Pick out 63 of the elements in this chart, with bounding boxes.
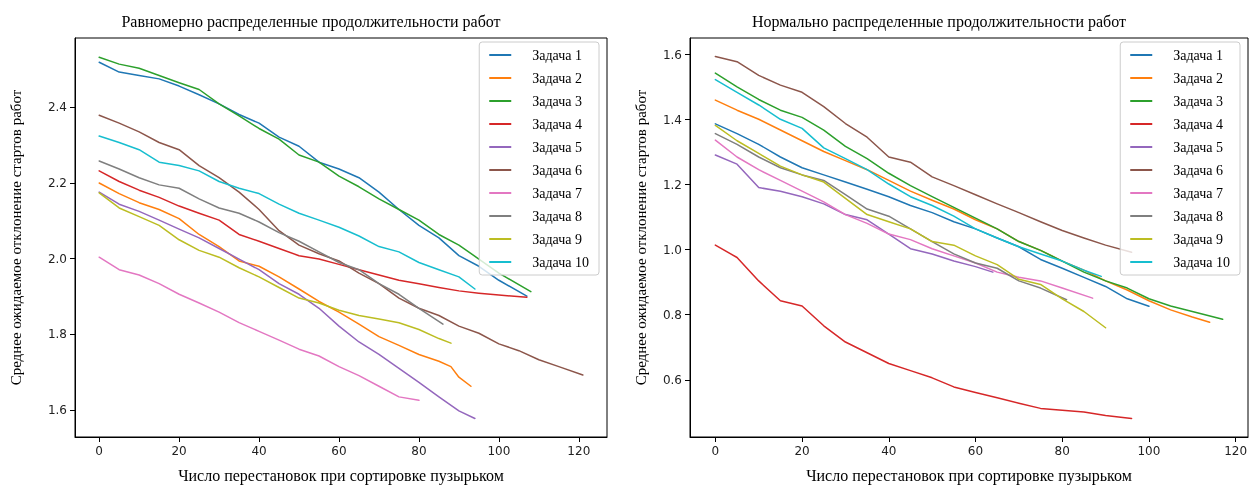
legend-label: Задача 6 [1173, 162, 1224, 178]
y-tick-label: 1.4 [662, 112, 682, 127]
legend-label: Задача 1 [1173, 47, 1224, 63]
line-series [714, 78, 1102, 278]
legend-label: Задача 7 [1173, 185, 1224, 201]
line-series [98, 160, 444, 325]
x-tick-label: 120 [1224, 444, 1248, 458]
y-tick-label: 0.8 [662, 307, 682, 322]
y-tick-label: 1.0 [662, 242, 682, 257]
x-tick-label: 60 [967, 444, 984, 458]
legend-label: Задача 4 [1173, 116, 1224, 132]
x-tick-label: 100 [487, 444, 511, 458]
legend-label: Задача 8 [1173, 208, 1224, 224]
legend-label: Задача 9 [1173, 231, 1224, 247]
legend-label: Задача 5 [532, 139, 583, 155]
line-series [98, 182, 472, 388]
legend-label: Задача 5 [1173, 139, 1224, 155]
chart-title: Равномерно распределенные продолжительности работ [121, 12, 501, 31]
y-tick-label: 0.6 [662, 372, 682, 387]
y-tick-label: 2.4 [47, 100, 67, 115]
x-tick-label: 80 [411, 444, 427, 458]
legend-label: Задача 10 [532, 254, 590, 270]
line-series [714, 123, 1150, 308]
y-tick-label: 2.2 [47, 175, 67, 190]
x-tick-label: 40 [881, 444, 897, 458]
line-series [714, 124, 1107, 329]
x-tick-label: 100 [1137, 444, 1161, 458]
y-axis-title: Среднее ожидаемое отклонение стартов работ [7, 89, 24, 386]
x-axis-title: Число перестановок при сортировке пузырьком [178, 466, 504, 485]
line-series [98, 135, 476, 290]
line-series [98, 191, 476, 420]
x-tick-label: 40 [251, 444, 267, 458]
line-series [714, 244, 1133, 420]
y-tick-label: 2.0 [47, 251, 67, 266]
legend-label: Задача 2 [1173, 70, 1224, 86]
legend-label: Задача 9 [532, 231, 583, 247]
y-tick-label: 1.6 [47, 403, 67, 418]
y-tick-label: 1.2 [662, 177, 682, 192]
x-tick-label: 120 [567, 444, 591, 458]
legend-label: Задача 7 [532, 185, 583, 201]
legend-label: Задача 3 [532, 93, 583, 109]
x-tick-label: 80 [1054, 444, 1070, 458]
x-axis-title: Число перестановок при сортировке пузырьком [806, 466, 1132, 485]
x-tick-label: 20 [794, 444, 810, 458]
chart-title: Нормально распределенные продолжительности работ [751, 12, 1127, 31]
line-series [714, 154, 994, 273]
legend-label: Задача 10 [1173, 254, 1231, 270]
y-axis-title: Среднее ожидаемое отклонение стартов работ [632, 89, 649, 386]
y-tick-label: 1.8 [47, 327, 67, 342]
legend-label: Задача 2 [532, 70, 583, 86]
x-tick-label: 20 [171, 444, 187, 458]
legend-label: Задача 1 [532, 47, 583, 63]
line-series [98, 256, 420, 402]
legend-label: Задача 8 [532, 208, 583, 224]
x-tick-label: 60 [331, 444, 347, 458]
line-series [98, 170, 528, 299]
line-series [98, 192, 452, 344]
legend-label: Задача 4 [532, 116, 583, 132]
legend-label: Задача 3 [1173, 93, 1224, 109]
x-tick-label: 0 [95, 444, 103, 458]
legend-label: Задача 6 [532, 162, 583, 178]
y-tick-label: 1.6 [662, 47, 682, 62]
x-tick-label: 0 [711, 444, 720, 458]
